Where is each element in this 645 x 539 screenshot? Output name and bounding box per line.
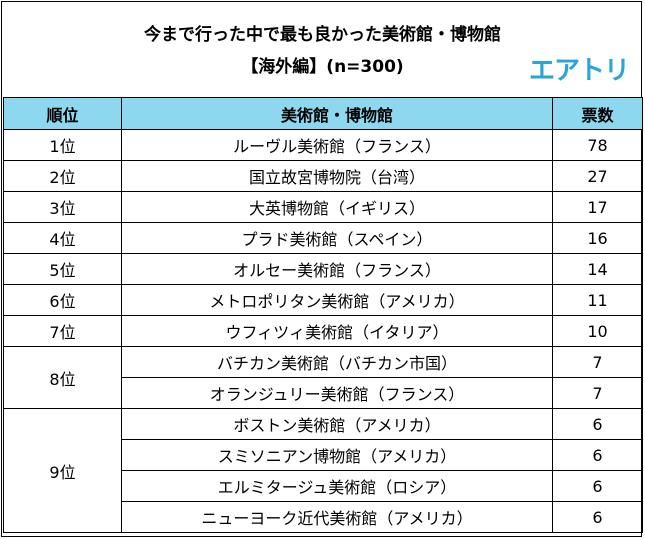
ranking-table: 順位 美術館・博物館 票数 1位 ルーヴル美術館（フランス） 78 2位 国立故宮博物院… bbox=[3, 97, 643, 533]
votes-cell: 17 bbox=[552, 191, 643, 223]
chart-title: 今まで行った中で最も良かった美術館・博物館 bbox=[144, 25, 501, 45]
museum-name-cell: オランジュリー美術館（フランス） bbox=[121, 377, 553, 409]
museum-name-cell: プラド美術館（スペイン） bbox=[121, 222, 553, 254]
votes-cell: 16 bbox=[552, 222, 643, 254]
votes-cell: 7 bbox=[552, 377, 643, 409]
museum-name-cell: 国立故宮博物院（台湾） bbox=[121, 160, 553, 192]
museum-name-cell: バチカン美術館（バチカン市国） bbox=[121, 346, 553, 378]
table-row: エルミタージュ美術館（ロシア） 6 bbox=[4, 470, 643, 502]
rank-cell: 3位 bbox=[3, 191, 122, 223]
votes-cell: 7 bbox=[552, 346, 643, 378]
table-row: 7位 ウフィツィ美術館（イタリア） 10 bbox=[3, 315, 643, 347]
airtrip-logo: エアトリ bbox=[528, 56, 630, 86]
rank-cell: 6位 bbox=[3, 284, 122, 316]
header-museum: 美術館・博物館 bbox=[121, 97, 553, 130]
museum-name-cell: オルセー美術館（フランス） bbox=[121, 253, 553, 285]
rank-cell: 2位 bbox=[3, 160, 122, 192]
votes-cell: 6 bbox=[552, 470, 643, 502]
votes-cell: 10 bbox=[552, 315, 643, 347]
museum-name-cell: 大英博物館（イギリス） bbox=[121, 191, 553, 223]
votes-cell: 27 bbox=[552, 160, 643, 192]
museum-name-cell: ルーヴル美術館（フランス） bbox=[121, 129, 553, 161]
museum-name-cell: ウフィツィ美術館（イタリア） bbox=[121, 315, 553, 347]
table-row: 1位 ルーヴル美術館（フランス） 78 bbox=[3, 129, 643, 161]
rank-cell: 4位 bbox=[3, 222, 122, 254]
table-row: 3位 大英博物館（イギリス） 17 bbox=[3, 191, 643, 223]
table-row: オランジュリー美術館（フランス） 7 bbox=[4, 377, 643, 409]
museum-name-cell: スミソニアン博物館（アメリカ） bbox=[121, 439, 553, 471]
table-row: 6位 メトロポリタン美術館（アメリカ） 11 bbox=[3, 284, 643, 316]
votes-cell: 6 bbox=[552, 501, 643, 533]
votes-cell: 11 bbox=[552, 284, 643, 316]
museum-name-cell: メトロポリタン美術館（アメリカ） bbox=[121, 284, 553, 316]
votes-cell: 78 bbox=[552, 129, 643, 161]
table-header-row: 順位 美術館・博物館 票数 bbox=[3, 97, 643, 130]
table-row: 2位 国立故宮博物院（台湾） 27 bbox=[3, 160, 643, 192]
title-area: 今まで行った中で最も良かった美術館・博物館 【海外編】(n=300) エアトリ bbox=[2, 2, 643, 97]
table-row: 8位 バチカン美術館（バチカン市国） 7 bbox=[3, 346, 643, 409]
museum-name-cell: ニューヨーク近代美術館（アメリカ） bbox=[121, 501, 553, 533]
chart-subtitle: 【海外編】(n=300) bbox=[241, 57, 404, 77]
rank-cell: 5位 bbox=[3, 253, 122, 285]
table-row: 5位 オルセー美術館（フランス） 14 bbox=[3, 253, 643, 285]
votes-cell: 6 bbox=[552, 408, 643, 440]
table-row: スミソニアン博物館（アメリカ） 6 bbox=[4, 439, 643, 471]
table-row: 9位 ボストン美術館（アメリカ） 6 bbox=[3, 408, 643, 533]
museum-name-cell: ボストン美術館（アメリカ） bbox=[121, 408, 553, 440]
header-rank: 順位 bbox=[3, 97, 122, 130]
votes-cell: 14 bbox=[552, 253, 643, 285]
table-row: 4位 プラド美術館（スペイン） 16 bbox=[3, 222, 643, 254]
rank-cell: 7位 bbox=[3, 315, 122, 347]
rank-cell: 9位 bbox=[3, 408, 122, 533]
rank-cell: 1位 bbox=[3, 129, 122, 161]
museum-name-cell: エルミタージュ美術館（ロシア） bbox=[121, 470, 553, 502]
votes-cell: 6 bbox=[552, 439, 643, 471]
header-votes: 票数 bbox=[552, 97, 643, 130]
table-body: 1位 ルーヴル美術館（フランス） 78 2位 国立故宮博物院（台湾） 27 3位 大英博物館（… bbox=[3, 129, 643, 533]
table-row: ニューヨーク近代美術館（アメリカ） 6 bbox=[4, 501, 643, 533]
rank-cell: 8位 bbox=[3, 346, 122, 409]
